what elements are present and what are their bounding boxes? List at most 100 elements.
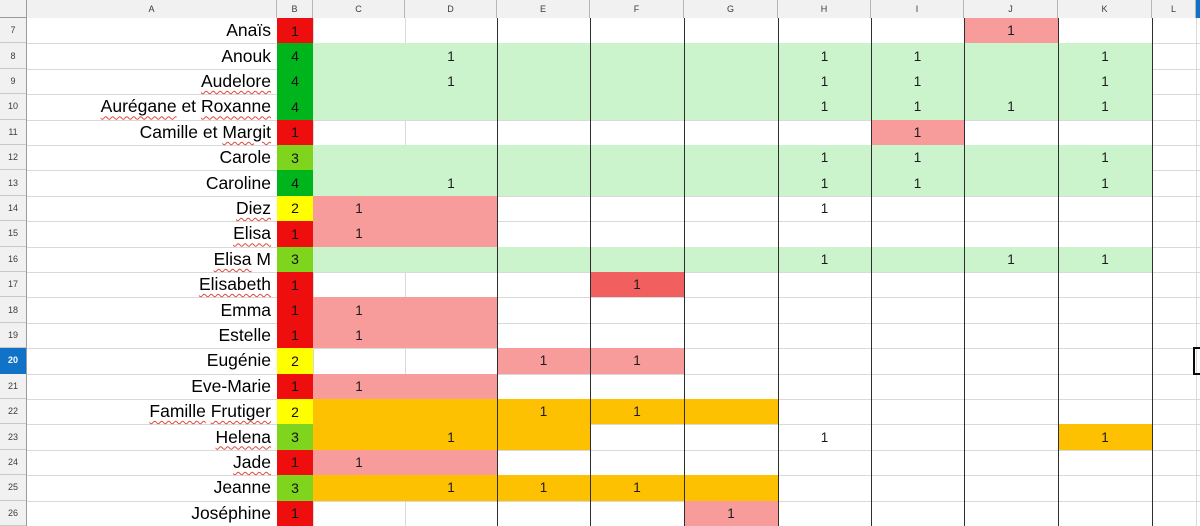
cell-D9[interactable]: 1: [447, 73, 455, 89]
cell-K12[interactable]: 1: [1101, 150, 1109, 166]
cell-B26-score[interactable]: 1: [291, 505, 299, 522]
cell-H13[interactable]: 1: [820, 175, 829, 191]
column-header-A[interactable]: A: [27, 0, 277, 18]
row-header-12[interactable]: 12: [0, 145, 26, 171]
cell-A13-name[interactable]: Caroline: [27, 170, 274, 195]
row-header-23[interactable]: 23: [0, 424, 26, 450]
cell-K10[interactable]: 1: [1101, 99, 1109, 115]
cell-B13-score[interactable]: 4: [291, 175, 299, 192]
cell-B10-score[interactable]: 4: [291, 98, 299, 115]
cell-K9[interactable]: 1: [1101, 73, 1109, 89]
cell-C24[interactable]: 1: [355, 454, 363, 470]
cell-B16-score[interactable]: 3: [291, 251, 299, 268]
cell-I13[interactable]: 1: [913, 175, 922, 191]
cell-B17-score[interactable]: 1: [291, 276, 299, 293]
row-header-24[interactable]: 24: [0, 449, 26, 476]
row-header-19[interactable]: 19: [0, 322, 26, 349]
cell-J16[interactable]: 1: [1007, 251, 1015, 267]
cell-H16[interactable]: 1: [820, 251, 829, 267]
cell-A7-name[interactable]: Anaïs: [27, 18, 274, 43]
cell-H23[interactable]: 1: [820, 429, 829, 445]
cell-B7-score[interactable]: 1: [291, 22, 299, 39]
cell-H8[interactable]: 1: [820, 48, 829, 64]
cell-J10[interactable]: 1: [1007, 99, 1015, 115]
row-header-14[interactable]: 14: [0, 195, 26, 222]
cell-F20[interactable]: 1: [633, 353, 641, 369]
cell-F25[interactable]: 1: [633, 480, 641, 496]
column-header-D[interactable]: D: [405, 0, 497, 18]
cell-K13[interactable]: 1: [1101, 175, 1109, 191]
cell-A15-name[interactable]: Elisa: [27, 221, 274, 246]
cell-A18-name[interactable]: Emma: [27, 297, 274, 322]
cell-E22[interactable]: 1: [539, 404, 548, 420]
cell-J7[interactable]: 1: [1007, 23, 1015, 39]
cell-D25[interactable]: 1: [447, 480, 455, 496]
cell-K8[interactable]: 1: [1101, 48, 1109, 64]
cell-B21-score[interactable]: 1: [291, 378, 299, 395]
cell-B11-score[interactable]: 1: [291, 124, 299, 141]
cell-C18[interactable]: 1: [355, 302, 363, 318]
cell-A9-name[interactable]: Audelore: [27, 69, 274, 94]
cell-D23[interactable]: 1: [447, 429, 455, 445]
row-header-9[interactable]: 9: [0, 68, 26, 95]
cell-H12[interactable]: 1: [820, 150, 829, 166]
column-header-G[interactable]: G: [684, 0, 778, 18]
row-header-10[interactable]: 10: [0, 94, 26, 120]
cell-B9-score[interactable]: 4: [291, 73, 299, 90]
row-header-21[interactable]: 21: [0, 373, 26, 399]
cell-E20[interactable]: 1: [539, 353, 548, 369]
cell-B19-score[interactable]: 1: [291, 327, 299, 344]
row-header-15[interactable]: 15: [0, 221, 26, 247]
cell-B20-score[interactable]: 2: [291, 352, 299, 369]
row-header-16[interactable]: 16: [0, 246, 26, 272]
row-header-11[interactable]: 11: [0, 119, 26, 145]
cell-I9[interactable]: 1: [913, 73, 922, 89]
cell-C14[interactable]: 1: [355, 200, 363, 216]
cell-F17[interactable]: 1: [633, 277, 641, 293]
cell-E25[interactable]: 1: [539, 480, 548, 496]
cell-A12-name[interactable]: Carole: [27, 145, 274, 170]
cell-A24-name[interactable]: Jade: [27, 450, 274, 475]
cell-B12-score[interactable]: 3: [291, 149, 299, 166]
column-header-F[interactable]: F: [590, 0, 684, 18]
cell-A22-name[interactable]: Famille Frutiger: [27, 399, 274, 424]
cell-B15-score[interactable]: 1: [291, 225, 299, 242]
row-header-26[interactable]: 26: [0, 500, 26, 526]
cell-H10[interactable]: 1: [820, 99, 829, 115]
column-header-E[interactable]: E: [497, 0, 590, 18]
row-header-7[interactable]: 7: [0, 18, 26, 44]
cell-A17-name[interactable]: Elisabeth: [27, 272, 274, 297]
cell-H9[interactable]: 1: [820, 73, 829, 89]
cell-A8-name[interactable]: Anouk: [27, 43, 274, 68]
row-header-20[interactable]: 20: [0, 348, 26, 374]
cell-B8-score[interactable]: 4: [291, 48, 299, 65]
cell-A14-name[interactable]: Diez: [27, 196, 274, 221]
column-header-I[interactable]: I: [871, 0, 964, 18]
cell-K16[interactable]: 1: [1101, 251, 1109, 267]
cell-B18-score[interactable]: 1: [291, 302, 299, 319]
cell-A25-name[interactable]: Jeanne: [27, 475, 274, 500]
select-all-corner[interactable]: [0, 0, 27, 18]
column-header-H[interactable]: H: [778, 0, 871, 18]
cell-I11[interactable]: 1: [913, 124, 922, 140]
cell-A16-name[interactable]: Elisa M: [27, 247, 274, 272]
column-header-selected-sliver[interactable]: [1196, 0, 1200, 18]
column-header-K[interactable]: K: [1058, 0, 1152, 18]
cell-G26[interactable]: 1: [727, 505, 735, 521]
cell-B24-score[interactable]: 1: [291, 454, 299, 471]
row-header-8[interactable]: 8: [0, 43, 26, 69]
cell-A19-name[interactable]: Estelle: [27, 323, 274, 348]
cell-A10-name[interactable]: Aurégane et Roxanne: [27, 94, 274, 119]
cell-A26-name[interactable]: Joséphine: [27, 501, 274, 526]
cell-K23[interactable]: 1: [1101, 429, 1109, 445]
row-header-25[interactable]: 25: [0, 475, 26, 501]
cell-I12[interactable]: 1: [913, 150, 922, 166]
cell-C21[interactable]: 1: [355, 378, 363, 394]
cell-H14[interactable]: 1: [820, 200, 829, 216]
row-header-22[interactable]: 22: [0, 399, 26, 425]
cell-B25-score[interactable]: 3: [291, 479, 299, 496]
row-header-18[interactable]: 18: [0, 297, 26, 323]
cell-D13[interactable]: 1: [447, 175, 455, 191]
column-header-J[interactable]: J: [964, 0, 1058, 18]
cell-C15[interactable]: 1: [355, 226, 363, 242]
